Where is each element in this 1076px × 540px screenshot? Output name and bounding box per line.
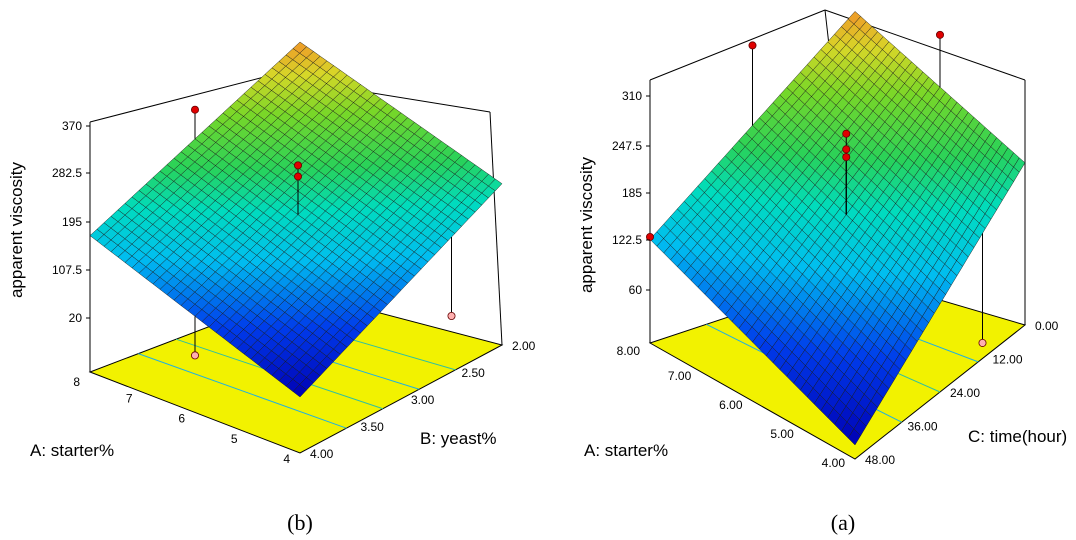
z-axis-label: apparent viscosity xyxy=(577,156,596,293)
data-point xyxy=(293,172,302,181)
z-tick-label: 20 xyxy=(69,311,83,325)
y-tick-label: 2.00 xyxy=(512,339,536,353)
x-tick-label: 7.00 xyxy=(668,369,692,383)
x-tick-label: 6 xyxy=(178,412,185,426)
z-axis-label: apparent viscosity xyxy=(7,161,26,298)
z-tick-label: 185 xyxy=(622,186,642,200)
top-left-edge xyxy=(649,9,826,81)
y-tick-label: 0.00 xyxy=(1035,319,1059,333)
x-tick-label: 4.00 xyxy=(822,456,846,470)
x-tick-label: 8 xyxy=(73,375,80,389)
z-tick-label: 107.5 xyxy=(52,263,82,277)
y-tick-label: 36.00 xyxy=(908,420,938,434)
y-tick-label: 48.00 xyxy=(865,453,895,467)
y-tick-label: 2.50 xyxy=(462,366,486,380)
z-tick-label: 60 xyxy=(629,283,643,297)
z-tick-label: 247.5 xyxy=(612,139,642,153)
data-point xyxy=(646,232,655,241)
data-point xyxy=(293,161,302,170)
surface-mesh xyxy=(649,11,1026,446)
y-tick-label: 3.50 xyxy=(361,420,385,434)
y-axis-label: C: time(hour) xyxy=(968,427,1067,446)
z-tick-label: 195 xyxy=(62,215,82,229)
x-tick-label: 5 xyxy=(231,432,238,446)
surface-cell xyxy=(1013,157,1026,173)
data-point xyxy=(190,351,199,360)
y-axis-label: B: yeast% xyxy=(420,429,497,448)
panel-caption: (a) xyxy=(831,510,855,535)
chart-a xyxy=(646,9,1027,460)
surface-cell xyxy=(488,178,503,192)
x-tick-label: 6.00 xyxy=(719,398,743,412)
chart-b xyxy=(86,41,504,454)
x-axis-label: A: starter% xyxy=(30,441,114,460)
surface-mesh xyxy=(89,41,503,398)
data-point xyxy=(842,129,851,138)
data-point xyxy=(447,311,456,320)
x-tick-label: 4 xyxy=(283,452,290,466)
y-tick-label: 24.00 xyxy=(950,386,980,400)
data-point xyxy=(842,145,851,154)
x-tick-label: 8.00 xyxy=(617,344,641,358)
z-tick-label: 370 xyxy=(62,119,82,133)
data-point xyxy=(748,41,757,50)
x-tick-label: 5.00 xyxy=(770,427,794,441)
data-point xyxy=(936,30,945,39)
y-tick-label: 4.00 xyxy=(310,447,334,461)
z-tick-label: 282.5 xyxy=(52,166,82,180)
right-vertical-edge xyxy=(489,111,503,346)
data-point xyxy=(190,105,199,114)
x-tick-label: 7 xyxy=(126,391,133,405)
z-tick-label: 310 xyxy=(622,89,642,103)
data-point xyxy=(842,153,851,162)
y-tick-label: 12.00 xyxy=(993,353,1023,367)
data-point xyxy=(978,338,987,347)
z-tick-label: 122.5 xyxy=(612,233,642,247)
panel-caption: (b) xyxy=(287,510,313,535)
x-axis-label: A: starter% xyxy=(584,441,668,460)
floor-contour-line xyxy=(138,353,347,429)
y-tick-label: 3.00 xyxy=(411,393,435,407)
top-left-edge xyxy=(89,75,269,123)
